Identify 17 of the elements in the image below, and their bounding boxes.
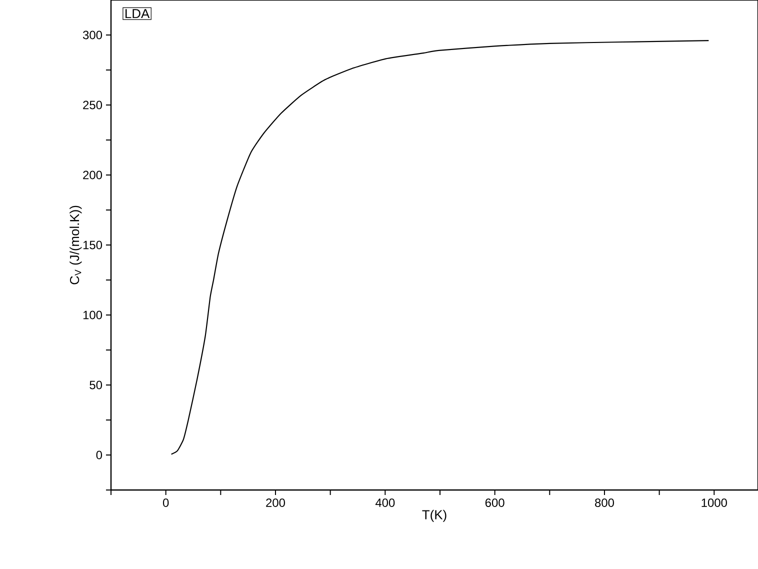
x-axis-title: T(K) [422,510,446,522]
y-tick-label: 100 [83,310,102,320]
x-tick-label: 200 [266,498,286,507]
y-tick-label: 300 [82,30,102,40]
x-tick-label: 0 [162,498,169,507]
x-tick-label: 600 [485,498,504,507]
y-tick-label: 150 [83,240,102,250]
y-tick-label: 200 [83,170,102,180]
x-tick-label: 400 [375,498,395,507]
x-tick-label: 1000 [702,498,727,507]
y-tick-label: 50 [90,380,102,390]
x-tick-label: 800 [595,498,614,507]
y-tick-label: 0 [96,450,102,460]
y-axis-title: C$_{V}$ (J/(mol.K)) [70,206,82,284]
annotation: LDA [126,9,150,18]
line-series [170,40,710,455]
y-tick-label: 250 [83,100,102,110]
